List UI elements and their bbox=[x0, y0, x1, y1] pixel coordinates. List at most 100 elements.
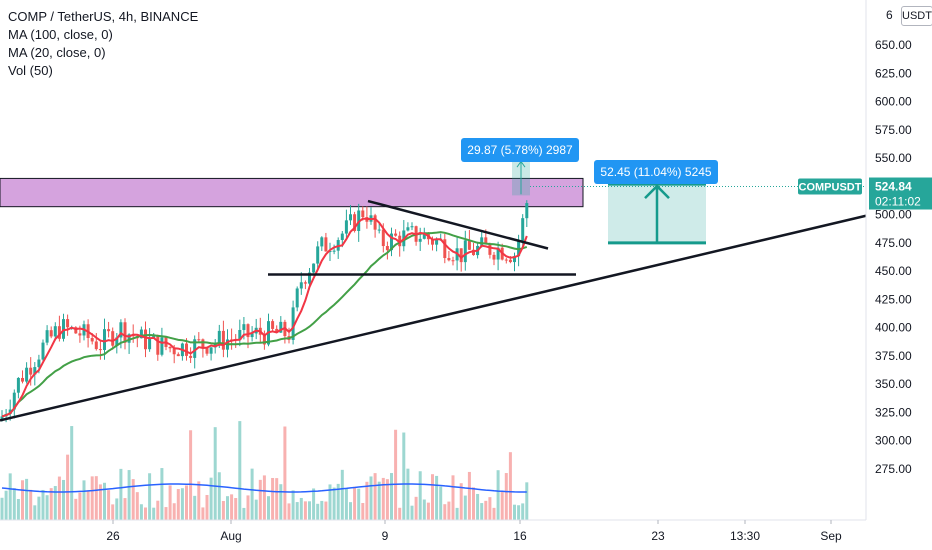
volume-bar bbox=[185, 485, 188, 520]
candle-body bbox=[504, 259, 508, 261]
volume-bar bbox=[463, 495, 467, 520]
candle-body bbox=[62, 319, 65, 339]
volume-bar bbox=[398, 507, 402, 520]
volume-bar bbox=[324, 501, 328, 520]
candle-body bbox=[152, 334, 156, 338]
price-tag-bg bbox=[869, 177, 932, 210]
currency-badge[interactable]: 6 USDT bbox=[886, 6, 932, 26]
y-tick-label: 375.00 bbox=[875, 349, 912, 363]
symbol-tag: COMPUSDT bbox=[799, 182, 862, 194]
rising-trendline[interactable] bbox=[0, 214, 867, 422]
volume-bar bbox=[29, 489, 33, 520]
volume-bar bbox=[390, 473, 393, 520]
candle-body bbox=[250, 333, 254, 338]
volume-bar bbox=[275, 478, 279, 520]
volume-bar bbox=[504, 473, 508, 520]
small-measure-tool[interactable]: 29.87 (5.78%) 2987 bbox=[461, 138, 579, 196]
candle-body bbox=[443, 239, 447, 259]
candle-body bbox=[431, 239, 434, 245]
price-axis[interactable]: 650.00625.00600.00575.00550.00525.00500.… bbox=[875, 38, 912, 476]
y-tick-label: 600.00 bbox=[875, 95, 912, 109]
volume-bar bbox=[0, 497, 4, 520]
y-tick-label: 550.00 bbox=[875, 151, 912, 165]
symbol-title[interactable]: COMP / TetherUS, 4h, BINANCE bbox=[8, 9, 199, 24]
candle-body bbox=[160, 337, 164, 355]
volume-bar bbox=[246, 495, 250, 520]
volume-bar bbox=[472, 487, 475, 520]
candle-body bbox=[205, 347, 209, 354]
volume-bar bbox=[480, 503, 484, 520]
volume-bar bbox=[127, 470, 131, 520]
volume-bar bbox=[488, 497, 492, 520]
volume-bar bbox=[197, 481, 201, 520]
x-tick-label: 26 bbox=[106, 529, 120, 543]
candle-body bbox=[107, 329, 111, 332]
volume-bar bbox=[226, 496, 229, 520]
time-axis[interactable]: 26 Aug 9 16 23 13:30 Sep bbox=[106, 520, 842, 543]
y-tick-label: 575.00 bbox=[875, 123, 912, 137]
candle-body bbox=[193, 339, 197, 358]
volume-bar bbox=[299, 497, 303, 520]
volume-bar bbox=[234, 498, 238, 520]
small-measure-label-bg bbox=[461, 138, 579, 162]
candle-body bbox=[480, 237, 484, 246]
candle-body bbox=[463, 240, 467, 263]
volume-bar bbox=[525, 482, 529, 520]
y-tick-label: 300.00 bbox=[875, 434, 912, 448]
volume-bar bbox=[267, 496, 270, 520]
volume-bar bbox=[320, 500, 324, 520]
candle-body bbox=[377, 229, 381, 231]
volume-bar bbox=[33, 505, 37, 520]
volume-bar bbox=[41, 489, 45, 520]
candle-body bbox=[189, 355, 193, 358]
volume-bar bbox=[496, 470, 500, 520]
candle-body bbox=[496, 247, 500, 260]
wedge-top-line[interactable] bbox=[367, 199, 549, 250]
volume-bar bbox=[119, 468, 123, 520]
candle-body bbox=[98, 349, 102, 351]
x-tick-label: Sep bbox=[820, 529, 842, 543]
resistance-zone[interactable] bbox=[0, 177, 584, 208]
ma100-legend[interactable]: MA (100, close, 0) bbox=[8, 27, 113, 42]
volume-bar bbox=[451, 475, 455, 520]
candle-body bbox=[381, 229, 385, 247]
candle-body bbox=[324, 237, 328, 252]
volume-bar bbox=[361, 503, 365, 520]
large-measure-label: 52.45 (11.04%) 5245 bbox=[600, 165, 712, 179]
volume-bar bbox=[344, 487, 348, 520]
volume-bar bbox=[168, 485, 172, 520]
candle-body bbox=[422, 233, 426, 239]
volume-legend[interactable]: Vol (50) bbox=[8, 63, 53, 78]
volume-bar bbox=[193, 495, 197, 520]
candle-body bbox=[435, 239, 439, 245]
volume-bar bbox=[340, 469, 344, 520]
volume-bar bbox=[521, 503, 525, 520]
volume-bar bbox=[12, 488, 16, 520]
volume-bar bbox=[103, 482, 106, 520]
volume-bar bbox=[37, 496, 41, 520]
candle-body bbox=[349, 214, 352, 221]
y-tick-label: 350.00 bbox=[875, 377, 912, 391]
candle-body bbox=[275, 328, 279, 333]
volume-bar bbox=[443, 504, 447, 520]
y-tick-label: 275.00 bbox=[875, 462, 912, 476]
volume-bar bbox=[49, 488, 53, 520]
volume-bar bbox=[135, 492, 139, 520]
candle-body bbox=[197, 339, 201, 341]
volume-bar bbox=[164, 507, 168, 520]
candle-body bbox=[328, 251, 332, 253]
y-tick-label: 650.00 bbox=[875, 38, 912, 52]
candle-body bbox=[521, 218, 525, 241]
volume-ma-line bbox=[1, 483, 527, 493]
candle-body bbox=[340, 233, 344, 241]
candle-body bbox=[37, 359, 41, 368]
ma20-legend[interactable]: MA (20, close, 0) bbox=[8, 45, 106, 60]
candle-body bbox=[12, 392, 16, 410]
candle-body bbox=[66, 319, 70, 328]
large-measure-tool[interactable]: 52.45 (11.04%) 5245 bbox=[594, 160, 718, 245]
candle-body bbox=[488, 244, 492, 255]
volume-bar bbox=[123, 498, 127, 520]
volume-bar bbox=[86, 491, 90, 520]
large-measure-arrow bbox=[644, 184, 670, 243]
